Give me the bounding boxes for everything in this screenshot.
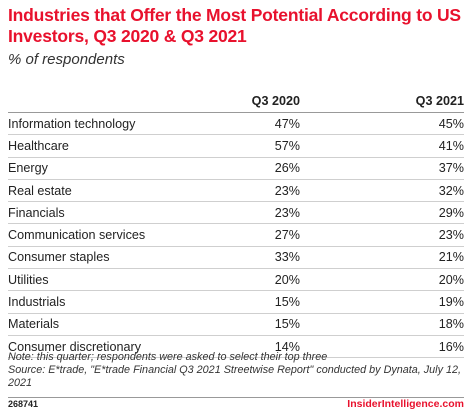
value-q3-2021: 41% — [300, 134, 464, 158]
value-q3-2020: 57% — [238, 134, 300, 158]
row-category: Real estate — [8, 179, 238, 203]
value-q3-2021: 29% — [300, 201, 464, 225]
value-q3-2021: 20% — [300, 268, 464, 292]
table-row: Information technology 47% 45% — [8, 112, 464, 136]
chart-title: Industries that Offer the Most Potential… — [8, 5, 461, 46]
row-category: Consumer staples — [8, 246, 238, 270]
row-category: Financials — [8, 201, 238, 225]
row-category: Industrials — [8, 290, 238, 314]
brand-link[interactable]: InsiderIntelligence.com — [347, 398, 464, 410]
row-category: Utilities — [8, 268, 238, 292]
value-q3-2020: 20% — [238, 268, 300, 292]
header-q3-2021: Q3 2021 — [300, 90, 464, 113]
source-text: Source: E*trade, "E*trade Financial Q3 2… — [8, 364, 461, 389]
table-row: Industrials 15% 19% — [8, 290, 464, 314]
header-q3-2020: Q3 2020 — [238, 90, 300, 113]
value-q3-2020: 47% — [238, 112, 300, 136]
value-q3-2021: 37% — [300, 157, 464, 180]
table-row: Communication services 27% 23% — [8, 223, 464, 247]
value-q3-2021: 32% — [300, 179, 464, 203]
table-row: Energy 26% 37% — [8, 157, 464, 180]
row-category: Consumer discretionary — [8, 335, 238, 359]
chart-container: Industries that Offer the Most Potential… — [8, 5, 464, 389]
note-text: Note: this quarter; respondents were ask… — [8, 351, 328, 363]
value-q3-2021: 45% — [300, 112, 464, 136]
table-row: Real estate 23% 32% — [8, 179, 464, 203]
row-category: Information technology — [8, 112, 238, 136]
row-category: Energy — [8, 157, 238, 180]
value-q3-2020: 14% — [238, 335, 300, 359]
value-q3-2021: 21% — [300, 246, 464, 270]
value-q3-2021: 18% — [300, 313, 464, 336]
table-row: Financials 23% 29% — [8, 201, 464, 225]
table-row: Consumer staples 33% 21% — [8, 246, 464, 270]
value-q3-2020: 23% — [238, 179, 300, 203]
value-q3-2020: 27% — [238, 223, 300, 247]
bottom-bar: 268741 InsiderIntelligence.com — [8, 397, 464, 412]
value-q3-2021: 16% — [300, 335, 464, 359]
table-body: Information technology 47% 45% Healthcare 57… — [8, 112, 464, 359]
value-q3-2020: 15% — [238, 313, 300, 336]
value-q3-2020: 33% — [238, 246, 300, 270]
header-category — [8, 90, 238, 113]
value-q3-2021: 19% — [300, 290, 464, 314]
table-row: Materials 15% 18% — [8, 313, 464, 336]
row-category: Communication services — [8, 223, 238, 247]
value-q3-2021: 23% — [300, 223, 464, 247]
value-q3-2020: 15% — [238, 290, 300, 314]
value-q3-2020: 26% — [238, 157, 300, 180]
table-header-row: Q3 2020 Q3 2021 — [8, 90, 464, 113]
chart-id: 268741 — [8, 399, 39, 409]
data-table: Q3 2020 Q3 2021 Information technology 47… — [8, 90, 464, 359]
table-row: Healthcare 57% 41% — [8, 134, 464, 158]
table-row: Utilities 20% 20% — [8, 268, 464, 292]
row-category: Healthcare — [8, 134, 238, 158]
footer-notes: Note: this quarter; respondents were ask… — [8, 351, 464, 390]
table-row: Consumer discretionary 14% 16% — [8, 335, 464, 359]
value-q3-2020: 23% — [238, 201, 300, 225]
row-category: Materials — [8, 313, 238, 336]
chart-subtitle: % of respondents — [8, 51, 125, 68]
